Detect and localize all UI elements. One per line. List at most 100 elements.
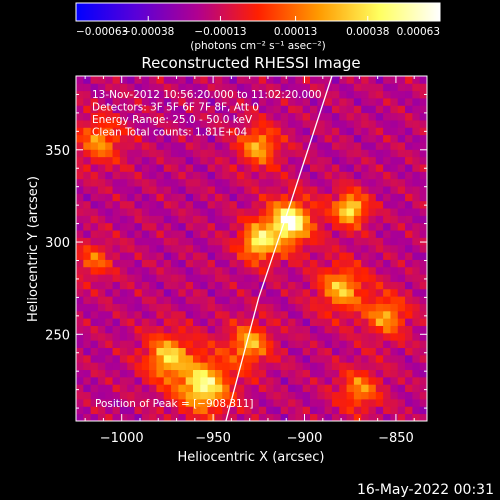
heatmap-cell	[331, 127, 340, 136]
heatmap-cell	[178, 134, 187, 143]
heatmap-cell	[193, 296, 201, 304]
heatmap-cell	[397, 134, 406, 143]
heatmap-cell	[156, 142, 165, 150]
heatmap-cell	[266, 310, 274, 319]
heatmap-cell	[375, 156, 384, 165]
heatmap-cell	[200, 244, 209, 253]
heatmap-cell	[258, 200, 267, 209]
heatmap-cell	[375, 413, 384, 421]
heatmap-cell	[405, 200, 413, 209]
heatmap-cell	[178, 369, 187, 378]
heatmap-cell	[339, 310, 347, 319]
heatmap-cell	[412, 252, 421, 260]
heatmap-cell	[390, 186, 399, 194]
heatmap-cell	[200, 90, 209, 99]
heatmap-cell	[397, 237, 406, 246]
heatmap-cell	[288, 76, 296, 84]
heatmap-cell	[361, 296, 369, 304]
heatmap-cell	[185, 142, 194, 150]
heatmap-cell	[229, 90, 238, 99]
heatmap-cell	[222, 112, 230, 121]
heatmap-cell	[324, 76, 333, 84]
heatmap-cell	[141, 127, 150, 136]
heatmap-cell	[419, 142, 427, 150]
heatmap-cell	[178, 193, 187, 202]
heatmap-cell	[200, 164, 209, 172]
heatmap-cell	[280, 259, 289, 268]
heatmap-cell	[214, 230, 223, 238]
heatmap-cell	[112, 215, 121, 224]
heatmap-cell	[127, 142, 135, 150]
heatmap-cell	[295, 310, 304, 319]
heatmap-cell	[200, 362, 209, 371]
heatmap-cell	[76, 340, 84, 348]
heatmap-cell	[368, 200, 377, 209]
heatmap-cell	[171, 83, 179, 92]
heatmap-cell	[339, 354, 347, 363]
heatmap-cell	[163, 266, 172, 275]
heatmap-cell	[361, 193, 369, 202]
heatmap-cell	[331, 200, 340, 209]
heatmap-cell	[280, 252, 289, 260]
heatmap-cell	[288, 413, 296, 421]
heatmap-cell	[375, 347, 384, 356]
heatmap-cell	[156, 178, 165, 187]
heatmap-cell	[412, 369, 421, 378]
heatmap-cell	[390, 193, 399, 202]
heatmap-cell	[222, 384, 230, 393]
heatmap-cell	[353, 325, 362, 334]
heatmap-cell	[200, 142, 209, 150]
heatmap-cell	[207, 112, 216, 121]
heatmap-cell	[280, 369, 289, 378]
heatmap-cell	[280, 222, 289, 231]
heatmap-cell	[346, 376, 355, 385]
heatmap-cell	[185, 222, 194, 231]
heatmap-cell	[288, 288, 296, 297]
heatmap-cell	[178, 310, 187, 319]
heatmap-cell	[185, 266, 194, 275]
heatmap-cell	[331, 230, 340, 238]
heatmap-cell	[419, 296, 427, 304]
heatmap-cell	[375, 259, 384, 268]
plot-frame	[75, 75, 428, 422]
heatmap-cell	[288, 237, 296, 246]
heatmap-cell	[258, 369, 267, 378]
heatmap-cell	[90, 391, 99, 400]
heatmap-cell	[302, 413, 311, 421]
heatmap-cell	[383, 332, 391, 341]
heatmap-cell	[346, 252, 355, 260]
heatmap-cell	[149, 142, 157, 150]
heatmap-cell	[302, 230, 311, 238]
heatmap-cell	[171, 310, 179, 319]
heatmap-cell	[258, 391, 267, 400]
heatmap-cell	[346, 171, 355, 180]
heatmap-cell	[390, 244, 399, 253]
heatmap-cell	[90, 398, 99, 407]
heatmap-cell	[134, 398, 143, 407]
heatmap-cell	[419, 376, 427, 385]
heatmap-cell	[331, 340, 340, 348]
heatmap-cell	[258, 413, 267, 421]
heatmap-cell	[258, 354, 267, 363]
heatmap-cell	[273, 178, 282, 187]
heatmap-cell	[200, 178, 209, 187]
heatmap-cell	[317, 149, 326, 158]
heatmap-cell	[97, 230, 106, 238]
heatmap-cell	[383, 142, 391, 150]
heatmap-cell	[339, 120, 347, 128]
heatmap-cell	[83, 215, 92, 224]
heatmap-cell	[339, 281, 347, 290]
heatmap-cell	[83, 90, 92, 99]
heatmap-cell	[112, 332, 121, 341]
heatmap-cell	[405, 384, 413, 393]
heatmap-cell	[317, 340, 326, 348]
heatmap-cell	[171, 303, 179, 312]
heatmap-cell	[90, 325, 99, 334]
heatmap-cell	[76, 391, 84, 400]
heatmap-cell	[149, 76, 157, 84]
heatmap-cell	[156, 230, 165, 238]
heatmap-cell	[149, 178, 157, 187]
heatmap-cell	[244, 362, 252, 371]
heatmap-cell	[280, 340, 289, 348]
heatmap-cell	[76, 127, 84, 136]
